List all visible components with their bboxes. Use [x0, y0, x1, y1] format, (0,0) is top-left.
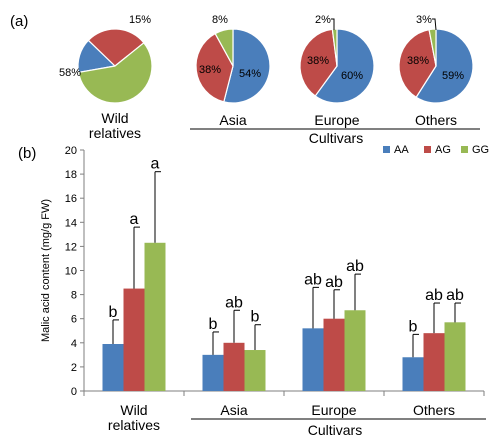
pie-slice — [299, 28, 338, 97]
y-tick-label: 0 — [71, 386, 77, 398]
significance-letter: ab — [446, 287, 464, 304]
pie-label-others: Others — [415, 112, 457, 128]
legend-label: GG — [472, 144, 489, 156]
significance-letter: ab — [425, 287, 443, 304]
pie-label-asia: Asia — [219, 112, 246, 128]
significance-letter: a — [130, 211, 139, 228]
pie-label-line: Wild — [101, 110, 128, 126]
y-tick-label: 16 — [65, 193, 77, 205]
bar — [102, 344, 124, 391]
pie-label-wild-relatives: Wild relatives — [89, 110, 141, 141]
bar — [323, 318, 345, 391]
bar — [123, 288, 145, 391]
y-tick-label: 6 — [71, 314, 77, 326]
pie-slice-label: 60% — [341, 70, 363, 82]
significance-letter: ab — [225, 294, 243, 311]
pie-slice — [314, 28, 375, 104]
x-group-label: Cultivars — [308, 422, 362, 438]
bar — [223, 342, 245, 391]
bar — [402, 357, 424, 391]
significance-letter: b — [209, 316, 218, 333]
significance-letter: b — [409, 318, 418, 335]
y-axis-label: Malic acid content (mg/g FW) — [40, 199, 52, 342]
pie-leader-line — [331, 18, 335, 30]
panel-label-b: (b) — [18, 145, 36, 162]
legend-label: AA — [394, 144, 409, 156]
pie-slice — [331, 28, 338, 67]
pie-slice-label: 8% — [212, 14, 228, 26]
y-tick-label: 4 — [71, 338, 77, 350]
pie-slice — [223, 28, 271, 104]
x-label-others: Others — [413, 402, 455, 418]
bar — [302, 328, 324, 391]
panel-label-a: (a) — [10, 13, 28, 30]
pie-label-line: relatives — [89, 125, 141, 141]
legend-swatch — [383, 146, 390, 153]
significance-letter: ab — [325, 274, 343, 291]
pie-slice-label: 58% — [59, 67, 81, 79]
x-label-europe: Europe — [311, 402, 356, 418]
y-tick-label: 20 — [65, 145, 77, 157]
significance-letter: ab — [304, 271, 322, 288]
significance-letter: b — [109, 304, 118, 321]
y-tick-label: 12 — [65, 241, 77, 253]
pie-slice — [195, 32, 234, 103]
pie-leader-line — [432, 18, 437, 31]
pie-slice — [398, 28, 437, 99]
significance-letter: b — [251, 309, 260, 326]
bar — [344, 310, 366, 391]
legend-label: AG — [435, 144, 451, 156]
pie-slice — [214, 28, 234, 67]
pie-slice-label: 15% — [129, 14, 151, 26]
bar — [444, 322, 466, 391]
pie-slice — [77, 41, 153, 104]
bar — [144, 242, 166, 391]
pie-label-europe: Europe — [314, 112, 359, 128]
y-tick-label: 8 — [71, 290, 77, 302]
bar-panel: 0 2 4 6 8 10 12 14 16 18 20 Malic acid content (mg/… — [40, 144, 489, 438]
pie-slice-label: 59% — [442, 70, 464, 82]
y-tick-label: 2 — [71, 362, 77, 374]
y-tick-label: 10 — [65, 266, 77, 278]
bar — [244, 350, 266, 391]
legend-swatch — [461, 146, 468, 153]
x-label-line: Wild — [120, 402, 147, 418]
legend-swatch — [424, 146, 431, 153]
pie-group-label: Cultivars — [309, 130, 363, 146]
significance-letter: a — [151, 156, 160, 173]
pie-slice-label: 38% — [407, 55, 429, 67]
pie-slice-label: 54% — [239, 68, 261, 80]
bar — [423, 333, 445, 391]
pie-slice-label: 38% — [199, 64, 221, 76]
pie-slice — [87, 28, 145, 67]
pie-slice-label: 2% — [315, 14, 331, 26]
y-tick-label: 18 — [65, 169, 77, 181]
x-label-wild-relatives: Wild relatives — [108, 402, 160, 433]
y-tick-label: 14 — [65, 217, 77, 229]
x-label-asia: Asia — [220, 402, 247, 418]
pie-panel: 15%27%58%54%38%8%60%38%2%59%38%3%Wildrel… — [59, 14, 480, 146]
x-label-line: relatives — [108, 417, 160, 433]
pie-slice — [415, 28, 474, 104]
bar — [202, 354, 224, 391]
pie-slice-label: 3% — [416, 14, 432, 26]
significance-letter: ab — [346, 258, 364, 275]
pie-slice-label: 38% — [307, 55, 329, 67]
